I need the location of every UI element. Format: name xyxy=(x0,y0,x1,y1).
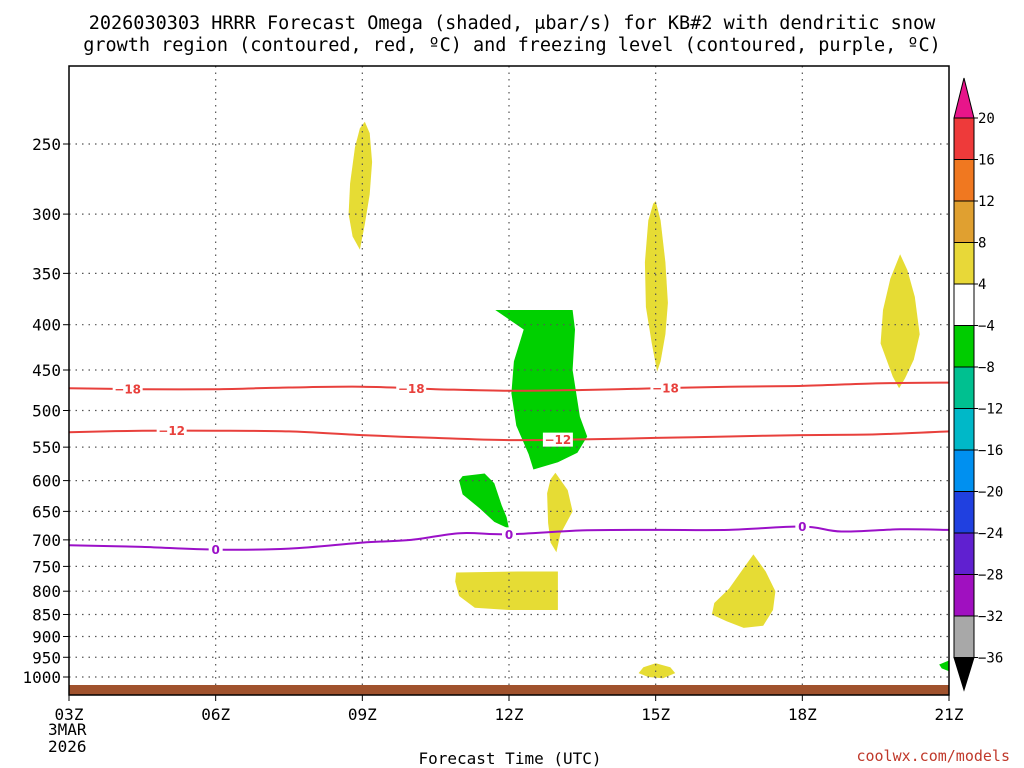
colorbar-top-arrow xyxy=(953,77,975,119)
contour-label-bg xyxy=(795,519,810,534)
contour--12-label: −12 xyxy=(545,433,572,447)
y-tick-label: 650 xyxy=(32,502,61,521)
x-axis-ticks: 03Z 06Z 09Z 12Z 15Z 18Z 21Z xyxy=(55,695,964,724)
colorbar-box xyxy=(953,615,975,658)
colorbar-box xyxy=(953,449,975,492)
colorbar-label: 16 xyxy=(978,153,995,169)
colorbar-label: 8 xyxy=(978,236,986,252)
y-tick-label: 800 xyxy=(32,582,61,601)
contour-label-bg xyxy=(208,542,223,557)
x-tick-label: 12Z xyxy=(495,705,524,724)
colorbar-label: −24 xyxy=(978,526,1003,542)
colorbar-box xyxy=(953,325,975,368)
x-tick-label: 06Z xyxy=(201,705,230,724)
colorbar-box xyxy=(953,408,975,451)
omega-region-2000-upper xyxy=(880,254,920,389)
y-tick-label: 250 xyxy=(32,135,61,154)
contour-label-bg xyxy=(112,381,143,396)
contour-label-bg xyxy=(542,432,573,447)
colorbar-bottom-arrow xyxy=(953,657,975,692)
colorbar-box xyxy=(953,532,975,575)
contour-0-label: 0 xyxy=(211,543,219,557)
colorbar-box xyxy=(953,117,975,160)
colorbar-box xyxy=(953,200,975,243)
contour-label-bg xyxy=(156,423,187,438)
omega-region-1700-low xyxy=(711,554,776,628)
contour-label-bg xyxy=(502,527,516,542)
omega-shaded-regions xyxy=(348,121,949,679)
colorbar: 20 16 12 8 4 −4 −8 −12 −16 −20 −24 −28 −32 −36 xyxy=(953,77,1003,692)
colorbar-box xyxy=(953,574,975,617)
x-tick-label: 21Z xyxy=(935,705,964,724)
colorbar-box xyxy=(953,159,975,202)
contour-label-bg xyxy=(396,381,427,396)
y-tick-label: 850 xyxy=(32,606,61,625)
date-label-day: 3MAR xyxy=(48,720,87,739)
colorbar-label: −12 xyxy=(978,402,1003,418)
colorbar-box xyxy=(953,491,975,534)
colorbar-label: −36 xyxy=(978,651,1003,667)
colorbar-label: 20 xyxy=(978,111,995,127)
contour-0-label: 0 xyxy=(505,528,513,542)
omega-region-1500-surface xyxy=(638,663,676,679)
y-tick-label: 700 xyxy=(32,531,61,550)
colorbar-label: −16 xyxy=(978,443,1003,459)
omega-region-1200-mid xyxy=(459,473,509,529)
title-line-1: 2026030303 HRRR Forecast Omega (shaded, … xyxy=(89,13,936,34)
colorbar-box xyxy=(953,366,975,409)
chart-title: 2026030303 HRRR Forecast Omega (shaded, … xyxy=(83,13,941,56)
y-tick-label: 400 xyxy=(32,316,61,335)
colorbar-box xyxy=(953,242,975,285)
omega-region-0900-upper xyxy=(348,121,373,250)
date-label-year: 2026 xyxy=(48,737,87,756)
contour--12-label: −12 xyxy=(158,424,185,438)
colorbar-label: 12 xyxy=(978,194,995,210)
omega-region-1200-low xyxy=(455,571,558,610)
colorbar-box xyxy=(953,283,975,326)
y-axis-ticks: 250 300 350 400 450 500 550 600 650 700 750 800 850 9… xyxy=(22,135,69,687)
x-tick-label: 03Z xyxy=(55,705,84,724)
x-tick-label: 18Z xyxy=(788,705,817,724)
x-axis-label: Forecast Time (UTC) xyxy=(418,749,601,768)
y-tick-label: 300 xyxy=(32,205,61,224)
colorbar-label: −4 xyxy=(978,319,995,335)
credit-text: coolwx.com/models xyxy=(856,747,1010,765)
contour--18-label: −18 xyxy=(652,382,679,396)
contour--18-label: −18 xyxy=(398,382,425,396)
contour--18-label: −18 xyxy=(114,382,141,396)
omega-region-1400-upper xyxy=(644,201,668,372)
y-tick-label: 350 xyxy=(32,264,61,283)
y-tick-label: 450 xyxy=(32,361,61,380)
contour-0-label: 0 xyxy=(798,520,806,534)
colorbar-label: −20 xyxy=(978,485,1003,501)
colorbar-label: −32 xyxy=(978,609,1003,625)
x-tick-label: 09Z xyxy=(348,705,377,724)
y-tick-label: 900 xyxy=(32,627,61,646)
x-tick-label: 15Z xyxy=(641,705,670,724)
grid-lines xyxy=(69,66,949,695)
title-line-2: growth region (contoured, red, ºC) and f… xyxy=(83,35,941,56)
y-tick-label: 950 xyxy=(32,648,61,667)
colorbar-label: 4 xyxy=(978,277,986,293)
y-tick-label: 550 xyxy=(32,438,61,457)
y-tick-label: 500 xyxy=(32,402,61,421)
omega-region-2100-surface xyxy=(939,660,949,672)
y-tick-label: 1000 xyxy=(22,668,61,687)
contour--12-line xyxy=(68,429,950,442)
ground-bar xyxy=(69,685,949,695)
y-tick-label: 750 xyxy=(32,557,61,576)
contour--18-line xyxy=(68,381,950,392)
colorbar-label: −8 xyxy=(978,360,995,376)
contour-label-bg xyxy=(650,381,681,396)
y-tick-label: 600 xyxy=(32,472,61,491)
colorbar-label: −28 xyxy=(978,568,1003,584)
contour-lines: −18 −18 −18 −12 −12 0 0 0 xyxy=(68,381,950,557)
